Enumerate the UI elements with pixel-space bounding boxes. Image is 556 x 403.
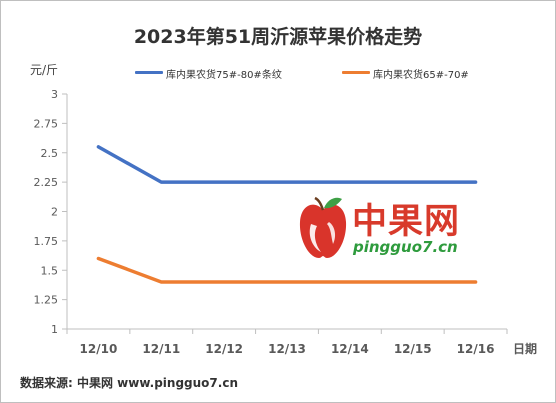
watermark-url: pingguo7.cn <box>353 238 458 256</box>
series-line-1 <box>96 145 478 184</box>
x-tick-label: 12/12 <box>205 342 243 356</box>
legend-label-series-2: 库内果农货65#-70# <box>373 70 469 81</box>
y-tick-label: 2.5 <box>41 147 59 160</box>
chart-title: 2023年第51周沂源苹果价格走势 <box>133 26 423 48</box>
x-tick-label: 12/13 <box>268 342 306 356</box>
x-tick-label: 12/16 <box>457 342 495 356</box>
x-tick-label: 12/15 <box>394 342 432 356</box>
apple-logo-icon <box>299 196 347 258</box>
watermark-brand: 中果网 <box>352 202 461 242</box>
y-tick-label: 2.25 <box>34 176 59 189</box>
x-axis-label: 日期 <box>513 341 537 356</box>
data-source-note: 数据来源: 中果网 www.pingguo7.cn <box>20 376 238 390</box>
y-tick-label: 1 <box>51 323 58 336</box>
y-tick-label: 1.25 <box>34 294 59 307</box>
y-tick-label: 2 <box>51 206 58 219</box>
x-tick-label: 12/10 <box>80 342 118 356</box>
legend-swatch-series-1 <box>135 71 163 74</box>
y-tick-label: 1.75 <box>34 235 59 248</box>
y-tick-label: 2.75 <box>34 117 59 130</box>
y-tick-label: 1.5 <box>41 264 59 277</box>
x-tick-label: 12/11 <box>142 342 180 356</box>
series-line-2 <box>96 256 478 284</box>
y-unit-label: 元/斤 <box>30 63 59 77</box>
legend-label-series-1: 库内果农货75#-80#条纹 <box>166 70 282 81</box>
x-tick-label: 12/14 <box>331 342 369 356</box>
legend-swatch-series-2 <box>342 71 370 74</box>
y-tick-label: 3 <box>51 88 58 101</box>
